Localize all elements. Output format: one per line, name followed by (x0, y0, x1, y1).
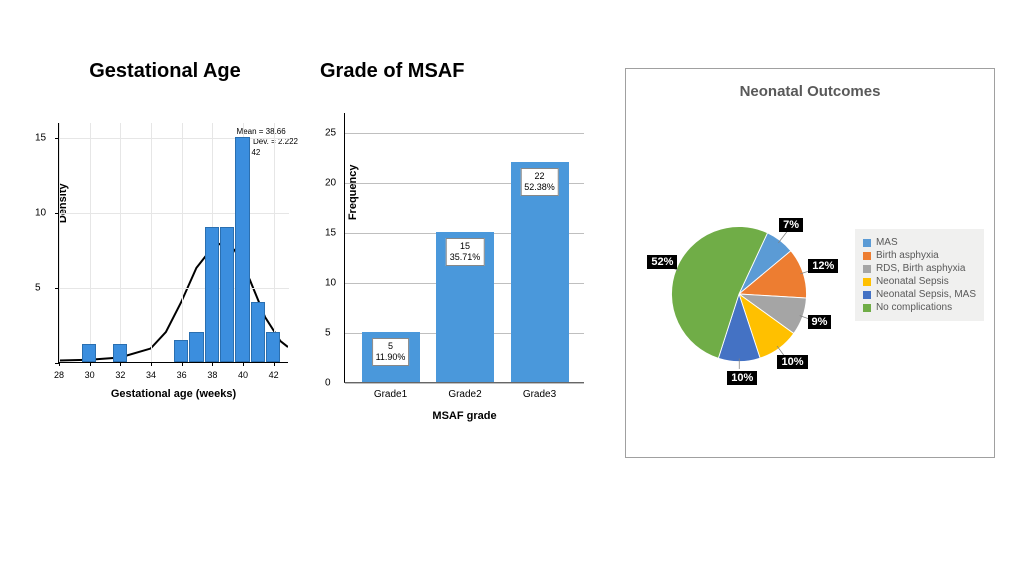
x-tick-label: 38 (207, 370, 217, 380)
msaf-plot: Frequency MSAF grade 0510152025Grade1511… (344, 113, 584, 383)
histogram-bar (251, 302, 265, 362)
grid-line (345, 133, 584, 134)
gestational-age-plot: Density Gestational age (weeks) Mean = 3… (58, 123, 288, 363)
histogram-xlabel: Gestational age (weeks) (59, 388, 288, 400)
x-tick-label: 32 (115, 370, 125, 380)
msaf-xlabel: MSAF grade (345, 410, 584, 422)
msaf-grade-panel: Grade of MSAF Frequency MSAF grade 05101… (310, 60, 590, 383)
grid-line (345, 383, 584, 384)
histogram-bar (266, 332, 280, 362)
legend-swatch (863, 265, 871, 273)
legend-item: Neonatal Sepsis, MAS (863, 289, 976, 300)
pie-legend: MAS Birth asphyxia RDS, Birth asphyxia Neon… (855, 229, 984, 321)
msaf-ylabel: Frequency (347, 164, 359, 220)
legend-swatch (863, 278, 871, 286)
msaf-title: Grade of MSAF (320, 60, 590, 83)
pie-callout: 10% (727, 371, 757, 385)
legend-label: MAS (876, 237, 898, 248)
x-tick-label: 34 (146, 370, 156, 380)
x-tick-label: 30 (85, 370, 95, 380)
legend-item: RDS, Birth asphyxia (863, 263, 976, 274)
grid-line (90, 123, 91, 363)
x-tick-label: 40 (238, 370, 248, 380)
gestational-age-panel: Gestational Age Density Gestational age … (30, 60, 300, 363)
pie-callout: 12% (808, 259, 838, 273)
pie-title: Neonatal Outcomes (626, 83, 994, 100)
y-tick-label: 25 (325, 128, 336, 139)
legend-label: Neonatal Sepsis, MAS (876, 289, 976, 300)
stat-mean: Mean = 38.66 (237, 127, 298, 137)
grid-line (274, 123, 275, 363)
y-tick-label: 10 (325, 278, 336, 289)
pie-svg (664, 219, 814, 369)
legend-item: MAS (863, 237, 976, 248)
legend-label: Birth asphyxia (876, 250, 939, 261)
histogram-bar (235, 137, 249, 362)
y-tick-label: 0 (325, 378, 331, 389)
legend-swatch (863, 239, 871, 247)
y-tick-label: 15 (325, 228, 336, 239)
legend-label: Neonatal Sepsis (876, 276, 949, 287)
gestational-age-title: Gestational Age (30, 60, 300, 83)
pie-callout: 10% (777, 355, 807, 369)
legend-label: RDS, Birth asphyxia (876, 263, 965, 274)
y-tick-label: 5 (35, 283, 41, 294)
legend-item: Birth asphyxia (863, 250, 976, 261)
bar-value-box: 2252.38% (520, 168, 559, 196)
pie-callout: 9% (808, 315, 832, 329)
legend-label: No complications (876, 302, 952, 313)
x-tick-label: Grade1 (374, 389, 407, 400)
neonatal-outcomes-panel: Neonatal Outcomes MAS Birth asphyxia RDS, … (625, 68, 995, 458)
pie-callout: 7% (779, 218, 803, 232)
y-tick-label: 5 (325, 328, 331, 339)
y-tick-label: 10 (35, 208, 46, 219)
bar-value-box: 1535.71% (446, 238, 485, 266)
bar-value-box: 511.90% (372, 338, 410, 366)
legend-swatch (863, 252, 871, 260)
x-tick-label: 36 (177, 370, 187, 380)
pie-chart (664, 219, 814, 369)
legend-item: Neonatal Sepsis (863, 276, 976, 287)
histogram-bar (205, 227, 219, 362)
histogram-bar (220, 227, 234, 362)
x-tick-label: Grade2 (448, 389, 481, 400)
legend-swatch (863, 291, 871, 299)
histogram-bar (82, 344, 96, 362)
histogram-bar (113, 344, 127, 362)
histogram-bar (174, 340, 188, 363)
x-tick-label: Grade3 (523, 389, 556, 400)
histogram-bar (189, 332, 203, 362)
y-tick-label: 20 (325, 178, 336, 189)
pie-callout: 52% (647, 255, 677, 269)
grid-line (182, 123, 183, 363)
legend-item: No complications (863, 302, 976, 313)
x-tick-label: 28 (54, 370, 64, 380)
grid-line (59, 123, 60, 363)
y-tick-label: 15 (35, 133, 46, 144)
legend-swatch (863, 304, 871, 312)
grid-line (120, 123, 121, 363)
x-tick-label: 42 (269, 370, 279, 380)
grid-line (151, 123, 152, 363)
